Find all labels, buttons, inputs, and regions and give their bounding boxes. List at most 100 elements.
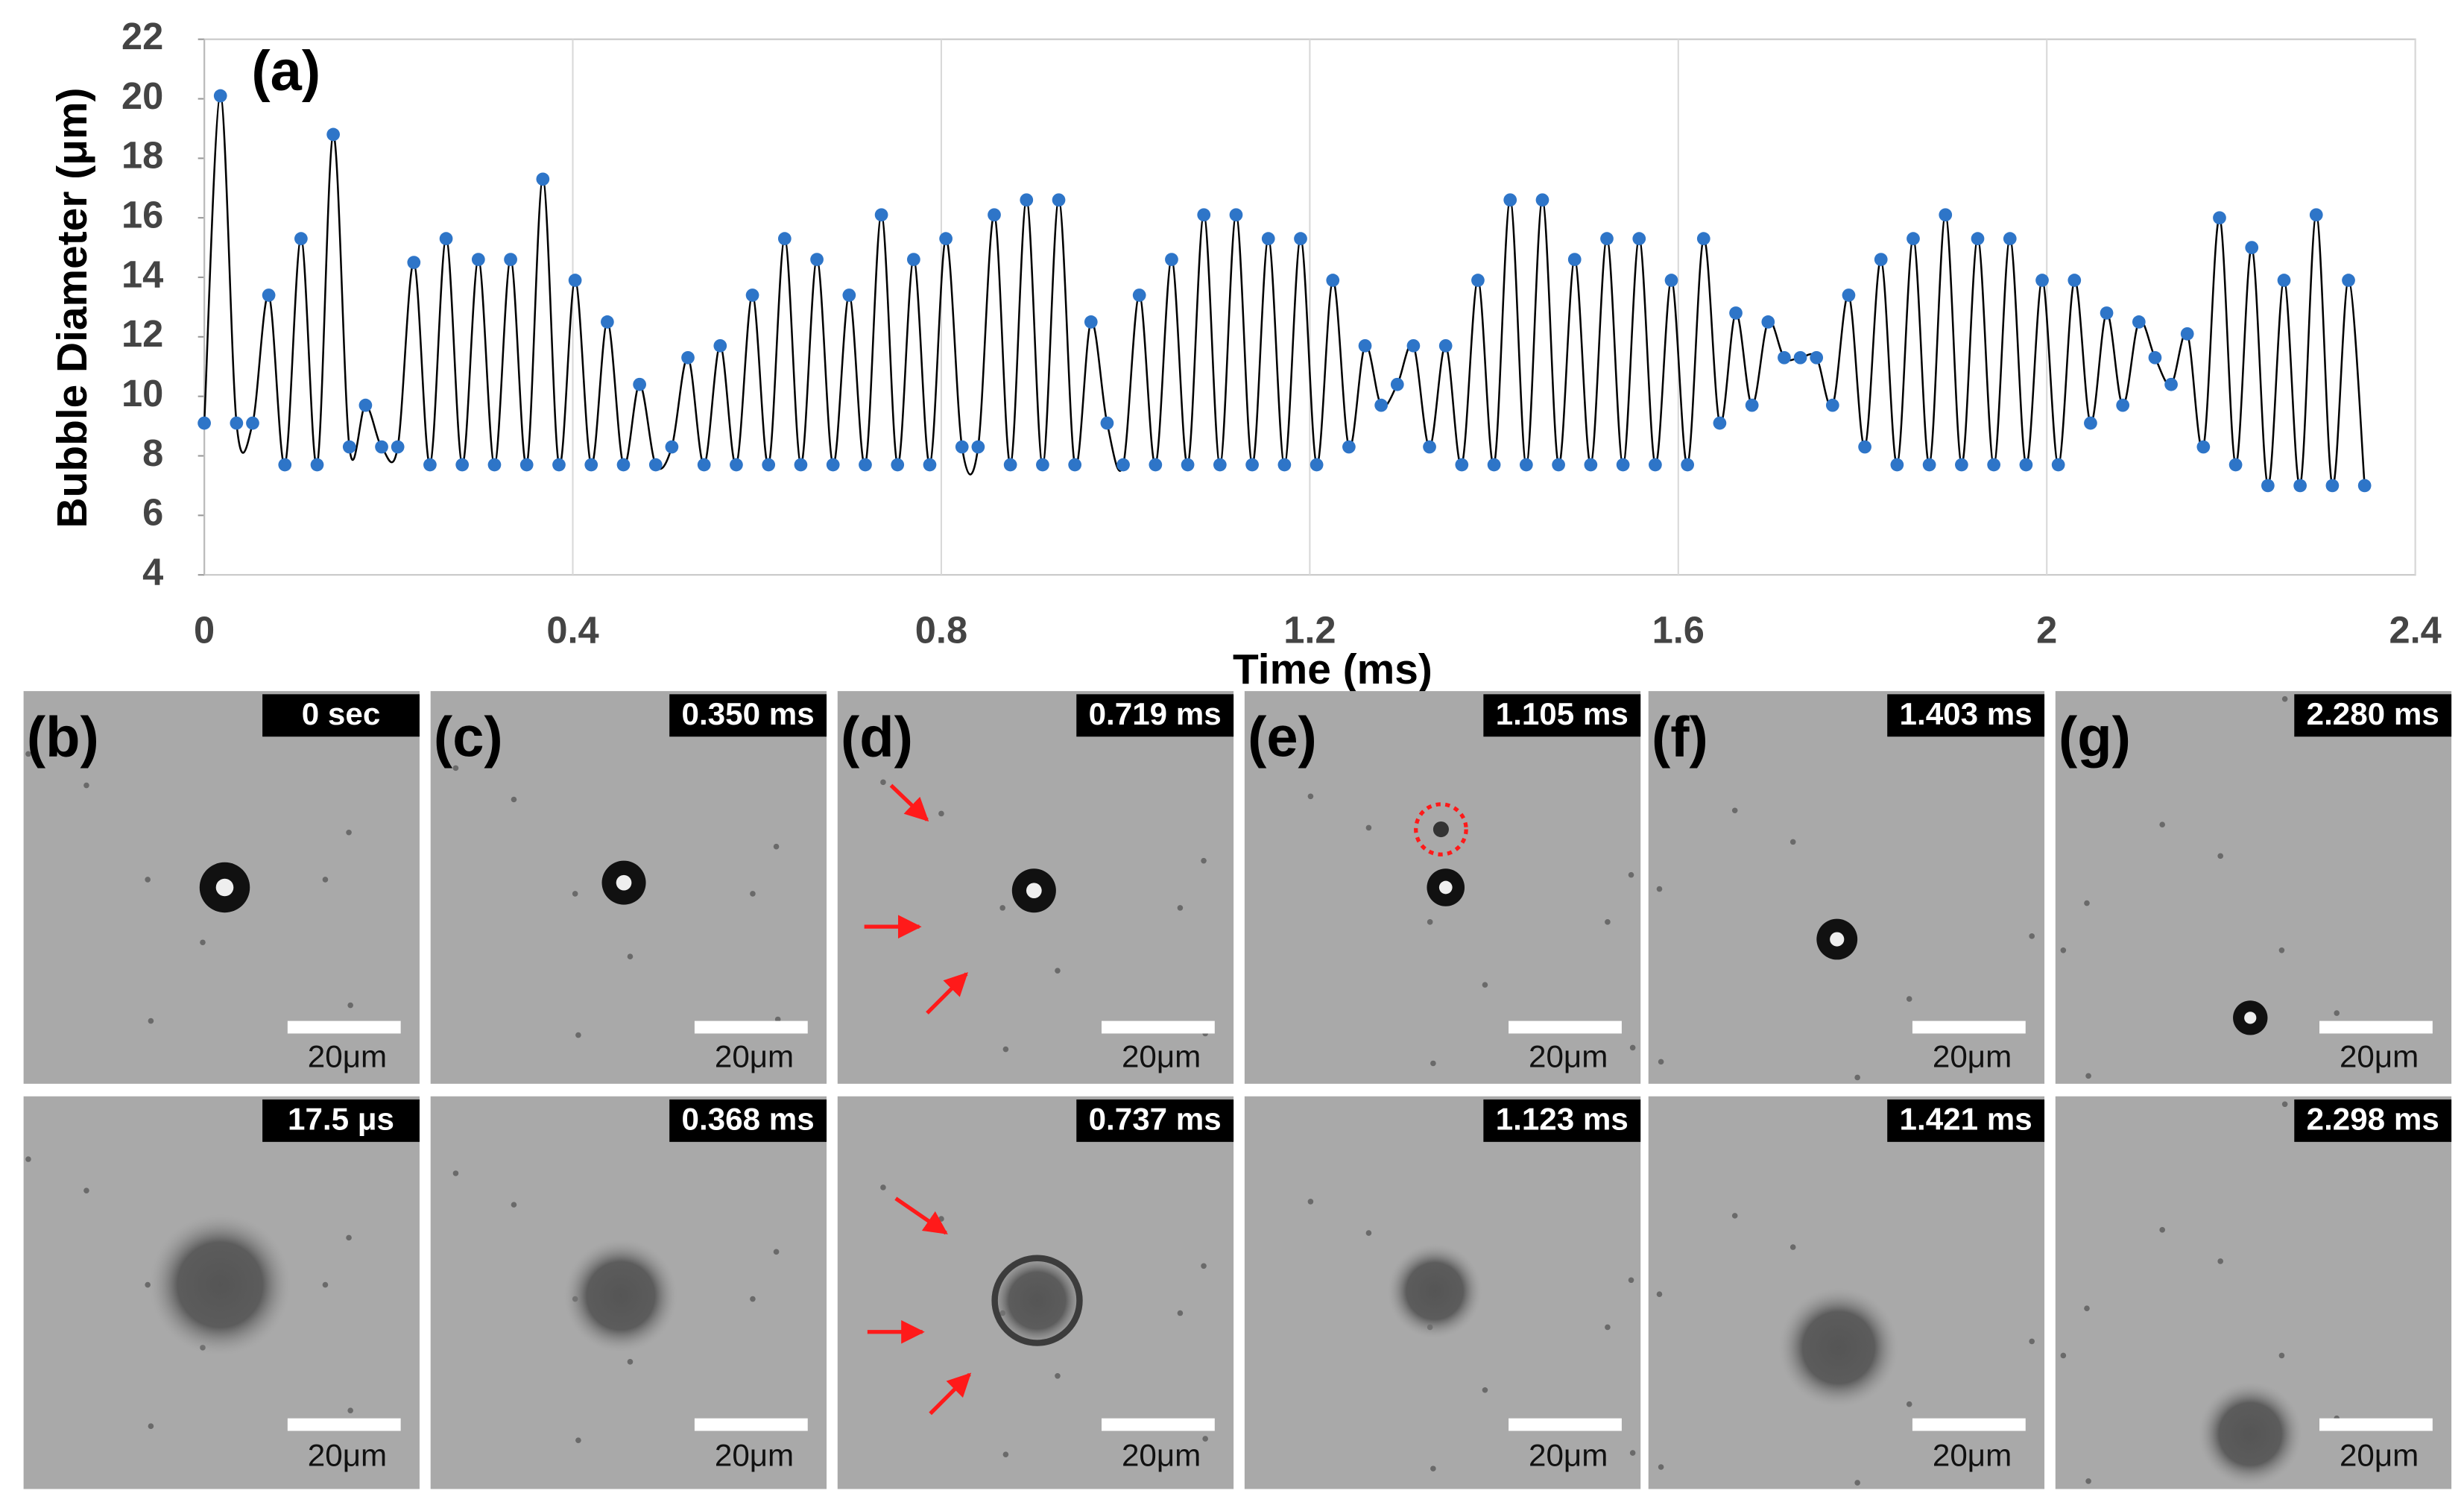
bubble-rim xyxy=(991,1255,1083,1346)
y-tick-label: 22 xyxy=(121,15,163,57)
data-point xyxy=(568,274,582,287)
scale-bar xyxy=(694,1418,808,1431)
data-point xyxy=(1406,338,1421,353)
x-tick-label: 0 xyxy=(194,609,215,652)
panel-label: (a) xyxy=(251,40,320,103)
data-point xyxy=(810,253,824,266)
data-point xyxy=(826,458,840,472)
data-point xyxy=(213,89,227,103)
red-arrow xyxy=(889,783,929,822)
data-point xyxy=(2245,241,2259,254)
bubble-core xyxy=(2244,1012,2257,1024)
data-point xyxy=(777,232,792,245)
speck xyxy=(627,953,634,959)
x-tick-label: 1.6 xyxy=(1652,609,1705,652)
speck xyxy=(2278,1352,2285,1359)
micrograph: 1.105 ms 20μm (e) xyxy=(1244,691,1641,1084)
data-point xyxy=(1519,458,1533,472)
data-point xyxy=(1713,416,1727,430)
bubble-cloud xyxy=(563,1239,677,1353)
data-point xyxy=(1310,458,1324,472)
data-point xyxy=(1149,458,1163,472)
data-point xyxy=(1181,458,1195,472)
timestamp: 0.350 ms xyxy=(682,696,815,731)
speck xyxy=(1427,919,1433,925)
data-point xyxy=(1907,232,1920,245)
speck xyxy=(452,1170,459,1176)
bubble-cloud xyxy=(149,1214,291,1356)
micrograph: 2.280 ms 20μm (g) xyxy=(2055,691,2452,1084)
data-point xyxy=(1003,458,1017,472)
bubble-core xyxy=(1830,932,1845,947)
data-point xyxy=(1649,458,1662,472)
panel-label: (c) xyxy=(434,706,503,769)
scale-bar xyxy=(2319,1021,2433,1034)
speck xyxy=(200,939,206,946)
data-point xyxy=(1390,377,1404,391)
data-point xyxy=(552,458,566,472)
data-point xyxy=(955,440,969,454)
timestamp: 2.280 ms xyxy=(2307,696,2439,731)
speck xyxy=(1177,905,1184,911)
data-point xyxy=(471,253,485,266)
data-point xyxy=(1939,208,1953,222)
micrograph: 0.350 ms 20μm (c) xyxy=(430,691,827,1084)
speck xyxy=(1658,1464,1664,1470)
scale-bar-label: 20μm xyxy=(308,1038,387,1073)
data-point xyxy=(1132,288,1146,302)
data-point xyxy=(1696,232,1710,245)
y-tick-label: 16 xyxy=(121,194,163,236)
speck xyxy=(1365,1230,1372,1236)
timestamp-box xyxy=(669,694,827,737)
data-point xyxy=(1455,458,1469,472)
scale-bar xyxy=(694,1021,808,1034)
data-point xyxy=(1100,416,1114,430)
scale-bar xyxy=(1509,1021,1622,1034)
scale-bar-label: 20μm xyxy=(1122,1038,1201,1073)
data-point xyxy=(326,127,340,142)
data-point xyxy=(2019,458,2033,472)
data-point xyxy=(1632,232,1646,245)
speck xyxy=(1854,1480,1860,1486)
data-point xyxy=(730,458,743,472)
timestamp: 17.5 μs xyxy=(288,1102,394,1137)
y-tick-label: 12 xyxy=(121,312,163,355)
data-point xyxy=(375,440,388,454)
data-point xyxy=(1552,458,1565,472)
speck xyxy=(1656,886,1663,892)
data-point xyxy=(1842,288,1856,302)
data-point xyxy=(1487,458,1501,472)
data-point xyxy=(536,172,550,186)
small-bubble xyxy=(1432,821,1449,838)
y-axis-label: Bubble Diameter (μm) xyxy=(48,87,96,528)
red-arrow xyxy=(929,1372,972,1416)
timestamp-box xyxy=(1483,694,1641,737)
speck xyxy=(25,751,31,757)
micrograph: 1.123 ms 20μm xyxy=(1244,1096,1641,1489)
data-point xyxy=(2196,440,2211,454)
scale-bar xyxy=(1509,1418,1622,1431)
data-point xyxy=(859,458,872,472)
data-point xyxy=(697,458,711,472)
data-point xyxy=(198,416,211,430)
red-arrow xyxy=(894,1196,948,1235)
scale-bar-label: 20μm xyxy=(1529,1038,1608,1073)
speck xyxy=(511,1202,517,1208)
speck xyxy=(575,1437,581,1443)
timestamp-box xyxy=(1483,1099,1641,1142)
bubble-core xyxy=(616,874,632,891)
data-point xyxy=(1503,193,1517,207)
x-tick-label: 2 xyxy=(2036,609,2057,652)
scale-bar-label: 20μm xyxy=(1122,1438,1201,1473)
speck xyxy=(1906,1401,1912,1407)
data-point xyxy=(1567,253,1582,266)
speck xyxy=(1854,1074,1860,1081)
data-point xyxy=(648,458,663,472)
data-point xyxy=(907,253,920,266)
data-point xyxy=(1245,458,1259,472)
speck xyxy=(880,1184,886,1190)
data-line xyxy=(203,95,2366,487)
micrograph: 0.719 ms 20μm (d) xyxy=(837,691,1234,1084)
